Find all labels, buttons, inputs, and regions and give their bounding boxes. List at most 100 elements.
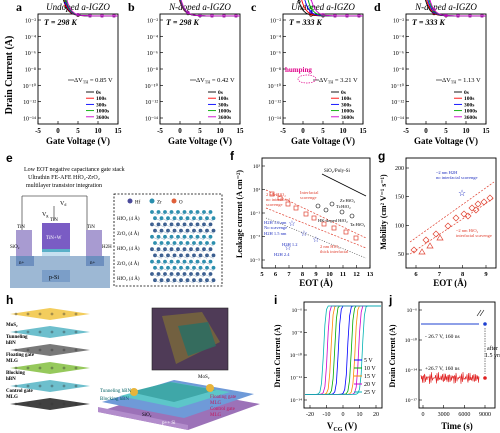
legend-label: 1000s	[218, 109, 231, 115]
marker	[309, 12, 313, 16]
bond	[190, 211, 198, 216]
sio2-label: SiO₂	[10, 245, 20, 250]
legend-label: 100s	[464, 96, 474, 102]
legend-label: 300s	[96, 102, 106, 108]
ytick-label: 10⁻³	[250, 235, 260, 241]
ytick-label: 10⁻¹⁴	[268, 117, 281, 123]
annotation: 1.5 yrs	[485, 353, 500, 359]
xtick-label: 12	[353, 271, 360, 278]
atom	[150, 222, 154, 227]
xtick-label: 6	[414, 271, 418, 278]
bond	[161, 280, 169, 284]
ytick-label: 10⁻¹²	[23, 100, 36, 106]
ytick-label: 10⁻⁴	[393, 35, 404, 41]
bond	[206, 267, 214, 271]
svg-text:Vg: Vg	[42, 212, 48, 218]
legend-label: 300s	[218, 102, 228, 108]
annotation: 2 nm HfO₂	[266, 192, 286, 197]
bond	[206, 280, 214, 284]
bond	[164, 273, 172, 278]
atom	[166, 265, 170, 270]
bond	[197, 249, 205, 253]
ytick-label: 10⁻⁸	[25, 68, 36, 74]
xtick-label: 9	[484, 271, 488, 278]
data-star: ☆	[312, 235, 319, 244]
xtick-label: 6000	[458, 412, 470, 418]
ytick-label: 10⁻¹	[250, 211, 260, 217]
xtick-label: 0	[178, 127, 182, 135]
atom	[153, 265, 157, 270]
bond	[154, 255, 162, 259]
bond	[171, 261, 179, 265]
atom	[208, 210, 213, 214]
atom	[150, 210, 154, 214]
atomic-structure-frame	[113, 193, 223, 287]
layer-label: HfO₂ (4 Å)	[117, 246, 140, 252]
annotation: scavenge	[300, 195, 317, 200]
bond	[167, 230, 175, 234]
xtick-label: 11	[340, 271, 346, 278]
bond	[158, 249, 166, 253]
stack-atom	[62, 366, 66, 370]
ytick-label: 10⁻¹⁴	[405, 368, 417, 374]
annotation: 2 nm HfO₂	[320, 244, 340, 249]
stack-atom	[26, 348, 30, 352]
panel-i-letter: i	[274, 293, 277, 307]
stack-atom	[14, 384, 18, 388]
end-point-low	[483, 376, 487, 380]
marker	[210, 14, 214, 18]
bond	[200, 230, 208, 234]
panel-f-ylabel: Leakage current (A cm⁻²)	[235, 170, 244, 258]
bond	[171, 273, 179, 278]
bond	[187, 255, 195, 259]
tin-w-label: TiN+W	[46, 236, 62, 241]
bond	[171, 211, 179, 216]
data-diamond	[472, 206, 480, 214]
dev-tunneling-label: Tunneling hBN	[100, 389, 131, 394]
stack-layer	[10, 326, 90, 338]
vg-label: V	[42, 212, 47, 218]
data-star: ☆	[458, 188, 466, 198]
bond	[158, 224, 166, 228]
legend-label: 3600s	[96, 115, 109, 121]
marker	[357, 14, 361, 18]
break-mark	[476, 309, 482, 317]
atom	[182, 222, 187, 227]
bond	[193, 242, 201, 247]
bond	[193, 218, 201, 222]
xtick-label: 15	[237, 127, 245, 135]
bond	[190, 249, 198, 253]
stack-atom	[62, 312, 66, 316]
panel-f-leakage-chart: f Leakage current (A cm⁻²) EOT (Å) 5 6 7 8 9…	[230, 149, 374, 288]
annotation: SiO₂/Poly-Si	[324, 169, 351, 174]
marker	[88, 14, 92, 18]
data-circle	[315, 203, 321, 209]
xtick-label: 5	[444, 127, 448, 135]
panel-f-xlabel: EOT (Å)	[299, 278, 333, 288]
bond	[171, 249, 179, 253]
bond	[187, 242, 195, 247]
legend-label: 15 V	[364, 374, 376, 380]
stack-layer	[10, 308, 90, 320]
bond	[164, 224, 172, 228]
layer-label: Control gate	[6, 389, 33, 394]
data-square	[277, 195, 283, 201]
bond	[206, 230, 214, 234]
bond	[193, 230, 201, 234]
annotation: ~2 nm HfO₂	[456, 228, 479, 233]
atom	[169, 210, 174, 214]
panel-e-device-schematic: e Low EOT negative capacitance gate stac…	[6, 151, 223, 288]
bond	[200, 267, 208, 271]
ytick-label: 10⁻²	[270, 19, 281, 25]
legend-label: 300s	[464, 102, 474, 108]
layer-label: HfO₂ (4 Å)	[117, 216, 140, 222]
transfer-curve-row: Drain Current (A) a Undoped a-IGZO 10⁻² 10⁻…	[4, 0, 490, 146]
data-square	[303, 211, 309, 217]
bond	[177, 249, 185, 253]
bond	[154, 230, 162, 234]
atom	[163, 210, 167, 214]
ytick-label: 100	[395, 223, 404, 229]
bond	[206, 242, 214, 247]
bond	[190, 224, 198, 228]
ytick-label: 10⁻¹⁰	[23, 83, 37, 90]
